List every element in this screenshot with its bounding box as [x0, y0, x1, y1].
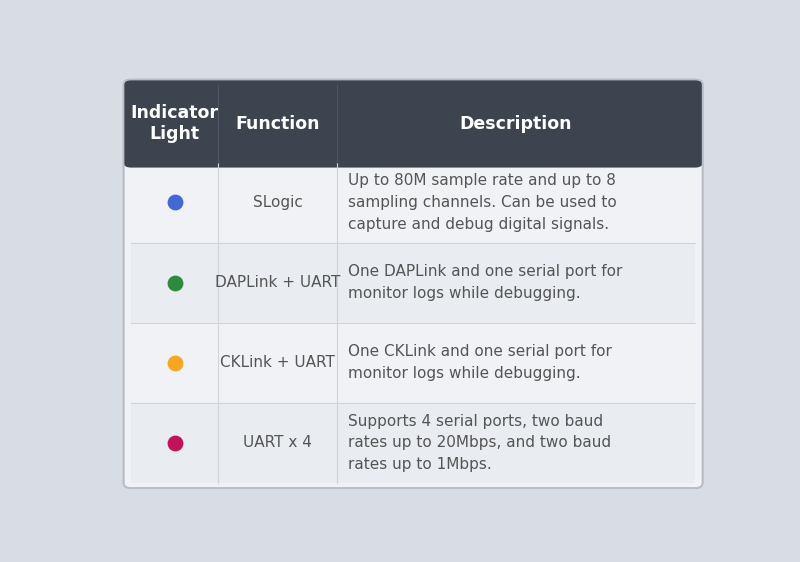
Text: Up to 80M sample rate and up to 8
sampling channels. Can be used to
capture and : Up to 80M sample rate and up to 8 sampli…: [348, 173, 617, 232]
Bar: [131, 323, 695, 403]
Text: Indicator
Light: Indicator Light: [130, 104, 218, 143]
Point: [168, 198, 181, 207]
Bar: [131, 85, 695, 162]
Bar: [131, 403, 695, 483]
Text: CKLink + UART: CKLink + UART: [220, 355, 335, 370]
Text: Function: Function: [235, 115, 320, 133]
FancyBboxPatch shape: [123, 80, 702, 167]
Text: DAPLink + UART: DAPLink + UART: [215, 275, 340, 290]
FancyBboxPatch shape: [123, 80, 702, 488]
Point: [168, 278, 181, 287]
Text: Supports 4 serial ports, two baud
rates up to 20Mbps, and two baud
rates up to 1: Supports 4 serial ports, two baud rates …: [348, 414, 611, 472]
Bar: [131, 243, 695, 323]
Text: Description: Description: [460, 115, 572, 133]
Point: [168, 438, 181, 447]
Text: SLogic: SLogic: [253, 195, 302, 210]
Bar: [131, 162, 695, 243]
Text: UART x 4: UART x 4: [243, 436, 312, 450]
Bar: [131, 128, 695, 162]
Text: One CKLink and one serial port for
monitor logs while debugging.: One CKLink and one serial port for monit…: [348, 345, 612, 381]
Point: [168, 358, 181, 367]
Text: One DAPLink and one serial port for
monitor logs while debugging.: One DAPLink and one serial port for moni…: [348, 264, 622, 301]
